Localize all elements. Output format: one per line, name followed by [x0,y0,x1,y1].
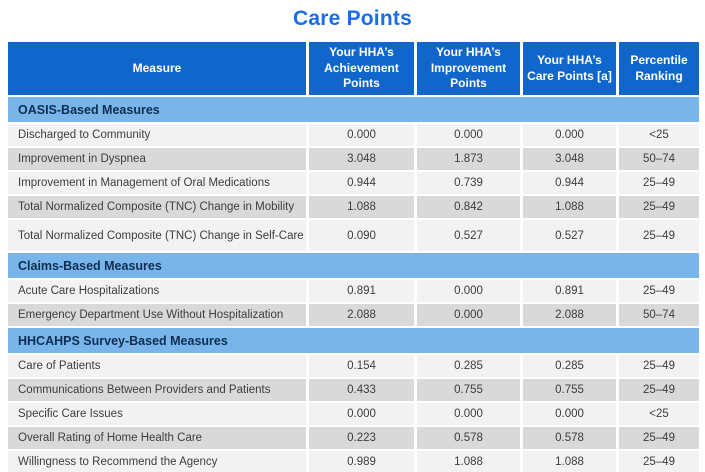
percentile-ranking-cell: 25–49 [619,220,699,251]
measure-cell: Discharged to Community [8,124,306,146]
measure-cell: Total Normalized Composite (TNC) Change … [8,220,306,251]
measure-cell: Total Normalized Composite (TNC) Change … [8,196,306,218]
measure-cell: Specific Care Issues [8,403,306,425]
section-header-oasis-based-measures: OASIS-Based Measures [8,97,699,122]
section-header-hhcahps-survey-based-measures: HHCAHPS Survey-Based Measures [8,328,699,353]
measure-cell: Communications Between Providers and Pat… [8,379,306,401]
measure-cell: Care of Patients [8,355,306,377]
column-header-care-points: Your HHA’s Care Points [a] [523,42,616,95]
measure-cell: Emergency Department Use Without Hospita… [8,304,306,326]
care-points-cell: 0.944 [523,172,616,194]
percentile-ranking-cell: 25–49 [619,427,699,449]
column-header-measure: Measure [8,42,306,95]
achievement-points-cell: 0.000 [309,124,414,146]
percentile-ranking-cell: 50–74 [619,148,699,170]
care-points-cell: 1.088 [523,451,616,472]
improvement-points-cell: 0.000 [417,403,520,425]
measure-cell: Improvement in Dyspnea [8,148,306,170]
improvement-points-cell: 0.527 [417,220,520,251]
percentile-ranking-cell: <25 [619,403,699,425]
percentile-ranking-cell: 25–49 [619,451,699,472]
improvement-points-cell: 0.285 [417,355,520,377]
care-points-table: Measure Your HHA’s Achievement Points Yo… [8,42,701,472]
column-header-achievement-points: Your HHA’s Achievement Points [309,42,414,95]
achievement-points-cell: 0.090 [309,220,414,251]
care-points-cell: 0.000 [523,403,616,425]
improvement-points-cell: 1.088 [417,451,520,472]
achievement-points-cell: 0.989 [309,451,414,472]
achievement-points-cell: 3.048 [309,148,414,170]
measure-cell: Willingness to Recommend the Agency [8,451,306,472]
care-points-cell: 0.891 [523,280,616,302]
improvement-points-cell: 0.842 [417,196,520,218]
achievement-points-cell: 0.223 [309,427,414,449]
achievement-points-cell: 0.891 [309,280,414,302]
percentile-ranking-cell: 25–49 [619,196,699,218]
care-points-cell: 0.000 [523,124,616,146]
care-points-cell: 0.755 [523,379,616,401]
achievement-points-cell: 0.000 [309,403,414,425]
improvement-points-cell: 0.755 [417,379,520,401]
improvement-points-cell: 1.873 [417,148,520,170]
achievement-points-cell: 0.433 [309,379,414,401]
achievement-points-cell: 2.088 [309,304,414,326]
percentile-ranking-cell: <25 [619,124,699,146]
percentile-ranking-cell: 50–74 [619,304,699,326]
column-header-improvement-points: Your HHA’s Improvement Points [417,42,520,95]
achievement-points-cell: 0.154 [309,355,414,377]
measure-cell: Acute Care Hospitalizations [8,280,306,302]
measure-cell: Improvement in Management of Oral Medica… [8,172,306,194]
achievement-points-cell: 0.944 [309,172,414,194]
care-points-cell: 3.048 [523,148,616,170]
percentile-ranking-cell: 25–49 [619,172,699,194]
page-title: Care Points [293,7,412,30]
care-points-cell: 1.088 [523,196,616,218]
improvement-points-cell: 0.000 [417,280,520,302]
care-points-cell: 0.578 [523,427,616,449]
care-points-cell: 0.527 [523,220,616,251]
column-header-percentile-ranking: Percentile Ranking [619,42,699,95]
improvement-points-cell: 0.578 [417,427,520,449]
care-points-cell: 2.088 [523,304,616,326]
achievement-points-cell: 1.088 [309,196,414,218]
percentile-ranking-cell: 25–49 [619,355,699,377]
percentile-ranking-cell: 25–49 [619,379,699,401]
section-header-claims-based-measures: Claims-Based Measures [8,253,699,278]
improvement-points-cell: 0.000 [417,124,520,146]
percentile-ranking-cell: 25–49 [619,280,699,302]
improvement-points-cell: 0.000 [417,304,520,326]
improvement-points-cell: 0.739 [417,172,520,194]
measure-cell: Overall Rating of Home Health Care [8,427,306,449]
care-points-cell: 0.285 [523,355,616,377]
